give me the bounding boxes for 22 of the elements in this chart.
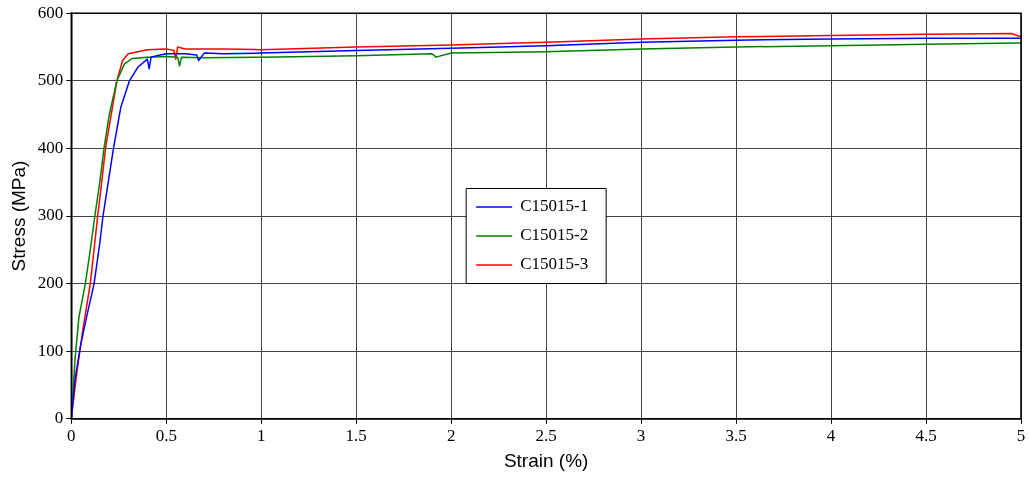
x-tick-label: 4.5 xyxy=(915,426,937,446)
y-tick-label: 500 xyxy=(37,70,64,90)
x-tick-label: 2 xyxy=(446,426,456,446)
y-tick-label: 100 xyxy=(37,340,64,360)
x-axis-title: Strain (%) xyxy=(503,449,589,471)
x-tick-label: 1 xyxy=(256,426,266,446)
y-tick-label: 300 xyxy=(37,205,64,225)
x-tick-label: 0.5 xyxy=(155,426,177,446)
y-tick-label: 200 xyxy=(37,273,64,293)
x-tick-label: 3 xyxy=(636,426,646,446)
legend-label: C15015-2 xyxy=(520,225,589,245)
y-tick-label: 400 xyxy=(37,137,64,157)
legend-label: C15015-3 xyxy=(520,254,589,274)
y-axis-title: Stress (MPa) xyxy=(7,160,29,272)
x-tick-label: 2.5 xyxy=(535,426,557,446)
x-tick-label: 4 xyxy=(826,426,836,446)
x-tick-label: 3.5 xyxy=(725,426,747,446)
y-tick-label: 0 xyxy=(54,408,64,428)
x-tick-label: 5 xyxy=(1016,426,1026,446)
legend-label: C15015-1 xyxy=(520,196,589,216)
y-tick-label: 600 xyxy=(37,2,64,22)
x-tick-label: 1.5 xyxy=(345,426,367,446)
